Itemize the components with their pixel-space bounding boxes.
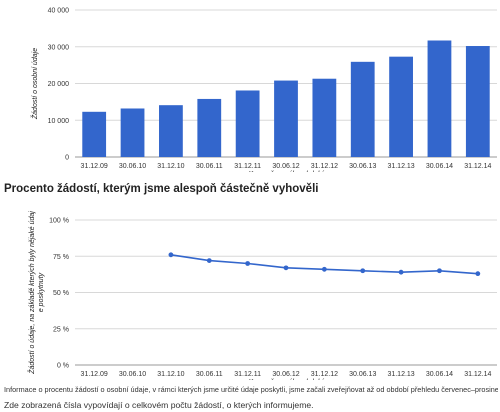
y-tick-label: 100 % xyxy=(49,218,69,225)
x-tick-label: 30.06.11 xyxy=(196,163,223,170)
y-tick-label: 25 % xyxy=(53,326,69,333)
bar xyxy=(312,78,337,157)
x-tick-label: 30.06.10 xyxy=(119,371,146,378)
x-tick-label: 30.06.12 xyxy=(272,371,299,378)
x-tick-label: 30.06.10 xyxy=(119,163,146,170)
requests-bar-chart: 0 10 000 20 000 30 000 40 000 Žádostí o osobn… xyxy=(0,0,500,178)
x-tick-label: 31.12.10 xyxy=(157,163,184,170)
chart-svg: 0 % 25 % 50 % 75 % 100 % Žádostí o údaje, na … xyxy=(27,211,497,386)
y-tick-label: 0 % xyxy=(57,363,69,370)
x-tick-label: 30.06.14 xyxy=(426,371,453,378)
data-point xyxy=(475,271,481,277)
x-tick-label: 30.06.14 xyxy=(426,163,453,170)
y-tick-label: 10 000 xyxy=(48,118,70,125)
x-tick-label: 31.12.11 xyxy=(234,371,261,378)
data-point xyxy=(245,261,251,266)
x-tick-label: 30.06.12 xyxy=(272,163,299,170)
x-tick-label: 30.06.11 xyxy=(196,371,223,378)
x-tick-label: 31.12.13 xyxy=(387,371,414,378)
data-point xyxy=(206,258,212,263)
bar xyxy=(389,56,413,157)
y-tick-label: 0 xyxy=(65,155,69,162)
bar xyxy=(159,105,183,157)
y-tick-label: 40 000 xyxy=(48,8,70,15)
x-tick-label: 30.06.13 xyxy=(349,371,376,378)
data-point xyxy=(321,266,327,272)
x-tick-label: 31.12.10 xyxy=(157,371,184,378)
x-tick-label: 31.12.12 xyxy=(311,163,338,170)
x-tick-label: 31.12.13 xyxy=(387,163,414,170)
x-tick-label: 31.12.09 xyxy=(81,371,108,378)
data-point xyxy=(360,268,366,274)
data-point xyxy=(168,252,174,258)
y-axis-title: Žádostí o údaje, na základě kterých byly… xyxy=(27,211,45,375)
bar xyxy=(350,61,375,157)
compliance-line-chart: 0 % 25 % 50 % 75 % 100 % Žádostí o údaje, na … xyxy=(0,208,500,386)
x-tick-label: 30.06.13 xyxy=(349,163,376,170)
x-axis-title: Konec časového období xyxy=(248,379,324,380)
y-tick-label: 50 % xyxy=(53,290,69,297)
bar xyxy=(82,111,107,157)
x-tick-label: 31.12.09 xyxy=(81,163,108,170)
chart-svg: 0 10 000 20 000 30 000 40 000 Žádostí o osobn… xyxy=(30,8,497,178)
x-tick-label: 31.12.14 xyxy=(464,371,491,378)
bar xyxy=(274,80,298,157)
chart-heading: Procento žádostí, kterým jsme alespoň čá… xyxy=(4,183,319,195)
chart-note: Informace o procentu žádostí o osobní úd… xyxy=(4,385,498,394)
x-tick-label: 31.12.14 xyxy=(464,163,491,170)
x-tick-label: 31.12.12 xyxy=(311,371,338,378)
bar xyxy=(120,108,145,157)
bar xyxy=(465,46,490,157)
data-point xyxy=(398,269,404,275)
y-axis-title: Žádostí o osobní údaje xyxy=(30,48,39,120)
y-tick-label: 30 000 xyxy=(48,44,70,51)
bar xyxy=(197,98,222,157)
bar xyxy=(427,40,452,157)
footer-text: Zde zobrazená čísla vypovídají o celkové… xyxy=(4,400,314,410)
x-axis-title: Konec časového období xyxy=(248,171,324,172)
bar xyxy=(235,90,260,157)
x-tick-label: 31.12.11 xyxy=(234,163,261,170)
y-tick-label: 75 % xyxy=(53,254,69,261)
data-point xyxy=(437,268,442,274)
data-point xyxy=(283,265,289,271)
y-tick-label: 20 000 xyxy=(48,81,70,88)
